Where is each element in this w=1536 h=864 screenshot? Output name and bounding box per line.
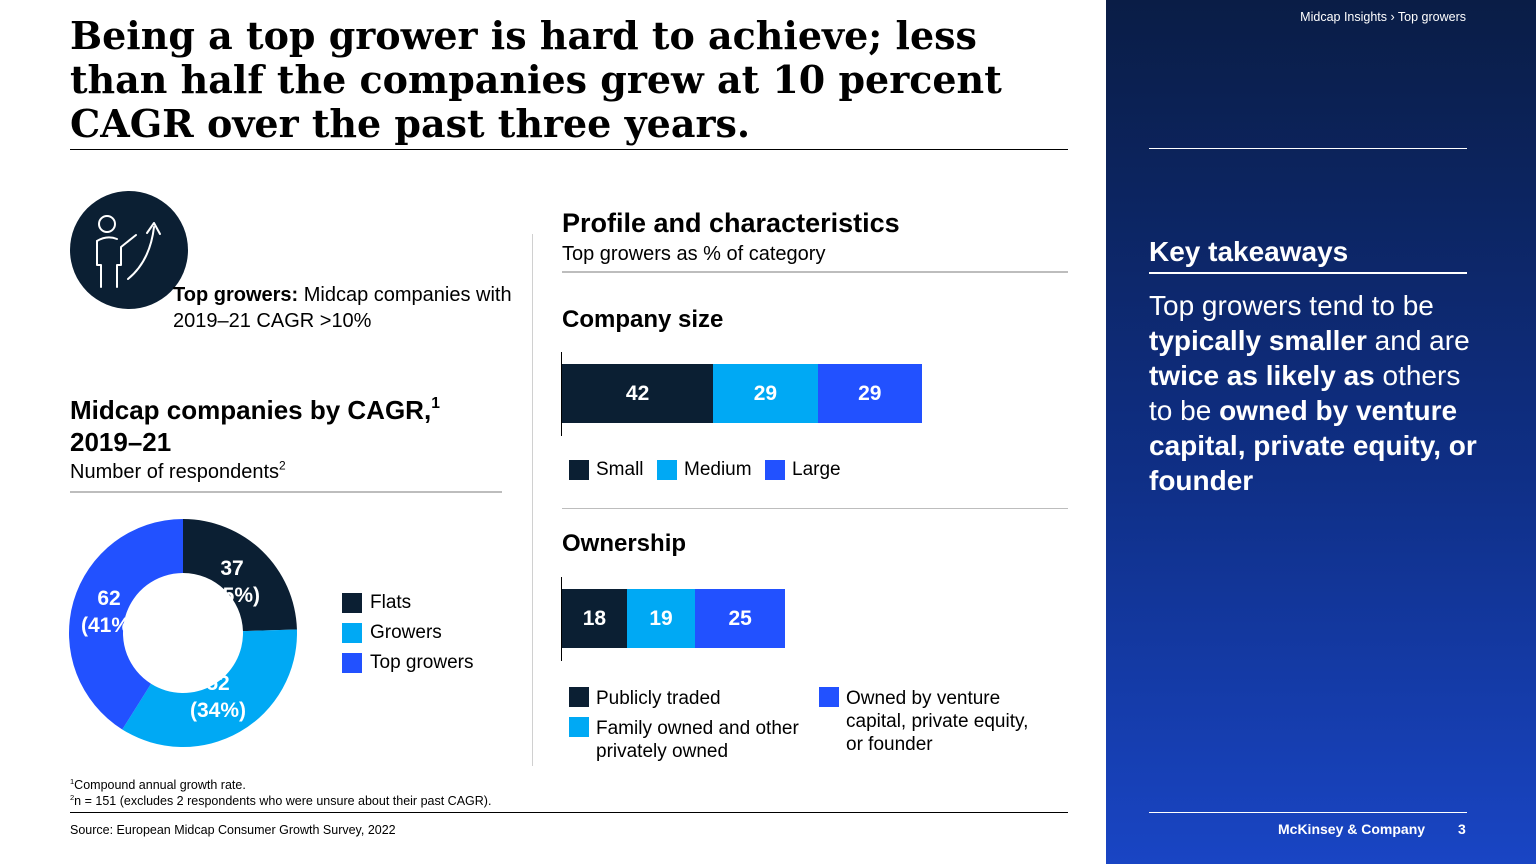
footnote-1-text: Compound annual growth rate. [74,778,246,792]
bar-value-label: 42 [625,381,650,405]
definition-term: Top growers: [173,284,299,306]
legend-swatch [569,687,589,707]
donut-chart [68,519,297,747]
bar-segment-small: 42 [562,364,714,423]
footnote-2: 2n = 151 (excludes 2 respondents who wer… [70,793,491,809]
legend-swatch [569,460,589,480]
legend-swatch [657,460,677,480]
column-divider [532,234,533,766]
footer-divider [70,812,1068,813]
source-note: Source: European Midcap Consumer Growth … [70,823,396,837]
takeaways-panel [1106,0,1536,864]
legend-item-top-growers: Top growers [342,652,474,674]
breadcrumb: Midcap Insights › Top growers [1300,10,1466,24]
takeaway-emphasis: twice as likely as [1149,360,1375,391]
legend-item-owned-by-venture-capital: Owned by venture capital, private equity… [819,687,1039,756]
footnote-ref: 2 [279,458,286,473]
bar-value-label: 18 [582,606,607,630]
bar-segment-owned-by: 25 [695,589,786,648]
legend-label: Flats [370,592,412,613]
legend-item-family-owned-and-other-privately-owned: Family owned and other privately owned [569,717,799,763]
panel-divider-top [1149,148,1467,149]
legend-item-small: Small [569,459,644,481]
brand-name: McKinsey & Company [1278,821,1426,837]
panel-divider-bottom [1149,812,1467,813]
bar-value-label: 29 [858,381,882,405]
footnote-mark: 2 [70,792,75,802]
legend-label: Family owned and other privately owned [596,718,799,762]
definition-text: Midcap companies with 2019–21 CAGR >10% [173,284,512,332]
donut-value: 52 [206,672,230,695]
key-takeaways-title: Key takeaways [1149,236,1349,267]
key-takeaways-divider [1149,272,1467,274]
donut-slice-flats [183,519,297,632]
legend-swatch [819,687,839,707]
takeaway-text: Top growers tend to be [1149,290,1434,321]
donut-value: 62 [97,587,121,610]
bar-value-label: 29 [753,381,778,405]
page-title: Being a top grower is hard to achieve; l… [70,13,1002,146]
donut-label-top-growers: 62 (41%) [64,585,154,639]
legend-label: Growers [370,622,442,643]
ownership-axis [561,577,562,661]
title-divider [70,149,1068,150]
legend-item-medium: Medium [657,459,752,481]
donut-label-growers: 52 (34%) [173,670,263,724]
profile-subtitle: Top growers as % of category [562,243,826,265]
person-growth-arrow-icon [70,191,188,309]
donut-label-flats: 37 (25%) [187,555,277,609]
legend-swatch [342,653,362,673]
footnote-2-text: n = 151 (excludes 2 respondents who were… [74,794,492,808]
legend-label: Top growers [370,652,474,673]
takeaway-emphasis: typically smaller [1149,325,1367,356]
legend-label: Small [596,459,644,480]
donut-subtitle-text: Number of respondents [70,461,280,483]
profile-title: Profile and characteristics [562,208,900,238]
footnote-ref: 1 [431,395,440,413]
legend-item-large: Large [765,459,841,481]
legend-swatch [765,460,785,480]
takeaway-text: others to be [1149,360,1461,426]
top-growers-definition: Top growers: Midcap companies with 2019–… [173,282,533,334]
donut-slice-top-growers [68,519,183,730]
takeaway-text: and are [1366,325,1470,356]
footnote-1: 1Compound annual growth rate. [70,777,491,793]
takeaway-emphasis: owned by venture capital, private equity… [1149,395,1477,496]
legend-item-flats: Flats [342,592,411,614]
donut-value: 37 [220,557,244,580]
donut-slice-growers [122,629,297,747]
donut-percent: (25%) [203,584,261,607]
donut-title-divider [70,491,502,493]
legend-item-growers: Growers [342,622,442,644]
bar-segment-large: 29 [817,364,922,423]
bar-value-label: 19 [649,606,673,630]
legend-swatch [342,593,362,613]
legend-swatch [342,623,362,643]
section-divider [562,508,1068,509]
bar-segment-family-owned: 19 [626,589,696,648]
bar-segment-medium: 29 [713,364,818,423]
legend-swatch [569,717,589,737]
donut-chart-title: Midcap companies by CAGR,1 2019–21 [70,394,510,458]
bar-value-label: 25 [728,606,752,630]
company-size-axis [561,352,562,436]
key-takeaways-body: Top growers tend to be typically smaller… [1149,288,1489,498]
donut-percent: (34%) [189,699,247,722]
ownership-title: Ownership [562,530,687,557]
donut-percent: (41%) [80,614,138,637]
page-number: 3 [1458,821,1466,837]
profile-divider [562,271,1068,273]
footnotes: 1Compound annual growth rate. 2n = 151 (… [70,777,491,809]
donut-chart-subtitle: Number of respondents2 [70,458,286,484]
footnote-mark: 1 [70,776,75,786]
legend-label: Medium [684,459,752,480]
company-size-title: Company size [562,306,724,333]
donut-title-text: Midcap companies by CAGR, [70,395,432,425]
donut-title-years: 2019–21 [70,427,172,457]
legend-label: Owned by venture capital, private equity… [846,688,1029,755]
legend-item-publicly-traded: Publicly traded [569,687,799,710]
bar-segment-publicly-traded: 18 [562,589,627,648]
legend-label: Large [792,459,841,480]
legend-label: Publicly traded [596,688,721,709]
